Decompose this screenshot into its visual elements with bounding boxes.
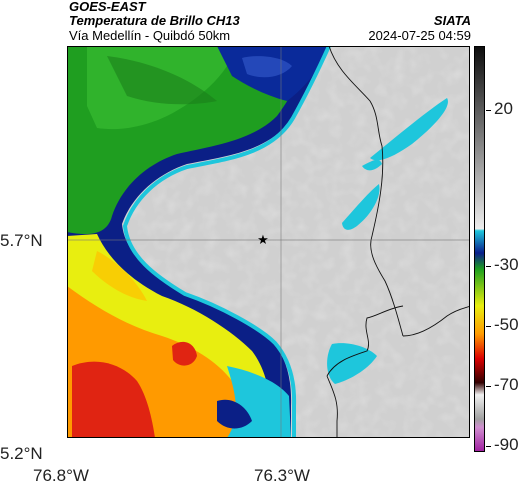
agency-label: SIATA	[433, 13, 471, 28]
product-title: Temperatura de Brillo CH13	[69, 13, 240, 28]
satellite-label: GOES-EAST	[69, 0, 146, 14]
cold-cell-ne	[370, 98, 448, 161]
colorbar-tick-m90: -90	[494, 435, 519, 454]
lat-tick-1: 5.7°N	[0, 231, 43, 250]
cloud-core-red	[72, 361, 155, 438]
lat-tick-2: 5.2°N	[0, 444, 43, 463]
colorbar	[474, 46, 485, 452]
colorbar-tick-m50: -50	[494, 315, 519, 334]
colorbar-tick-m30: -30	[494, 255, 519, 274]
lon-tick-1: 76.8°W	[33, 466, 89, 485]
colorbar-tick-20: 20	[494, 99, 513, 118]
brightness-temperature-map: ★	[67, 46, 470, 438]
cloud-fringe-cyan	[122, 46, 331, 438]
lon-tick-2: 76.3°W	[254, 466, 310, 485]
boundary-lines	[326, 46, 470, 438]
route-label: Vía Medellín - Quibdó 50km	[69, 28, 231, 43]
star-icon: ★	[257, 233, 269, 248]
colorbar-tick-m70: -70	[494, 375, 519, 394]
datetime-label: 2024-07-25 04:59	[368, 28, 471, 43]
